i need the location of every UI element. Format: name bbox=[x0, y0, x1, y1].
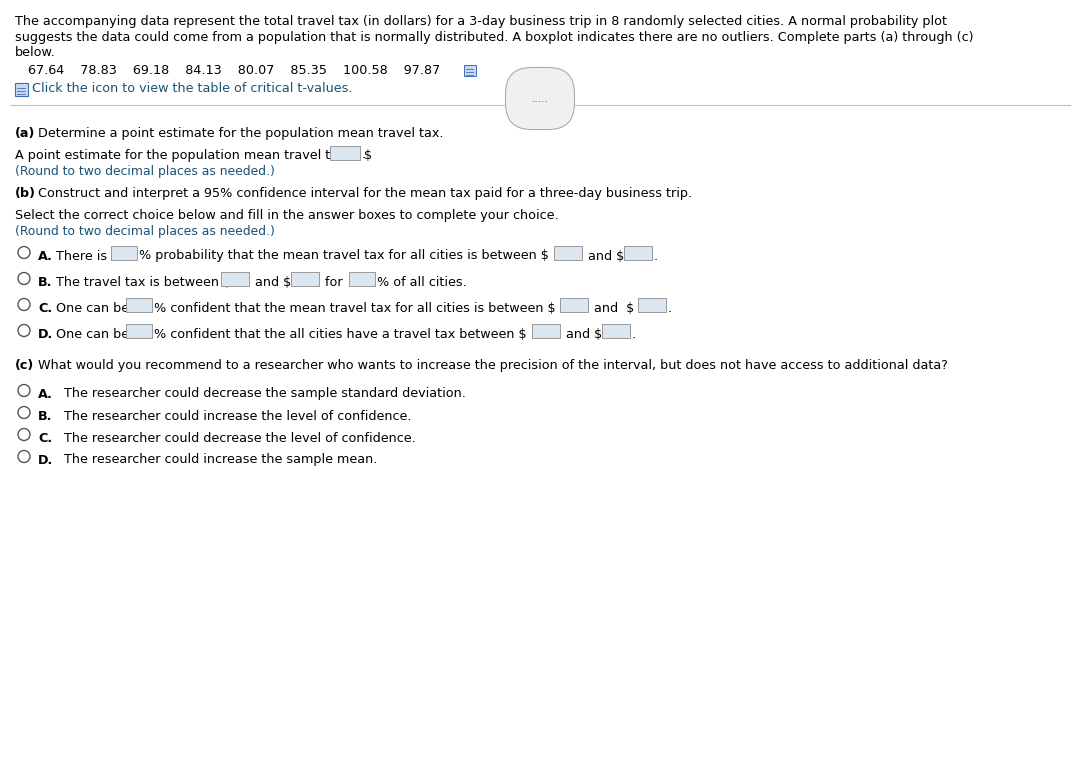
FancyBboxPatch shape bbox=[291, 271, 319, 285]
FancyBboxPatch shape bbox=[561, 298, 588, 312]
Text: Click the icon to view the table of critical t-values.: Click the icon to view the table of crit… bbox=[32, 82, 352, 96]
Text: One can be: One can be bbox=[56, 327, 133, 340]
Text: D.: D. bbox=[38, 454, 53, 466]
Text: (b): (b) bbox=[15, 186, 36, 200]
Text: C.: C. bbox=[38, 301, 52, 315]
Text: (c): (c) bbox=[15, 360, 35, 372]
FancyBboxPatch shape bbox=[126, 323, 152, 337]
FancyBboxPatch shape bbox=[15, 82, 28, 96]
FancyBboxPatch shape bbox=[111, 246, 137, 260]
FancyBboxPatch shape bbox=[330, 145, 360, 159]
FancyBboxPatch shape bbox=[349, 271, 375, 285]
Text: .: . bbox=[632, 327, 636, 340]
Text: .: . bbox=[669, 301, 672, 315]
Text: B.: B. bbox=[38, 276, 52, 288]
Text: (a): (a) bbox=[15, 127, 36, 140]
Text: The researcher could decrease the sample standard deviation.: The researcher could decrease the sample… bbox=[56, 388, 465, 400]
Text: .: . bbox=[362, 148, 366, 162]
Text: The researcher could increase the sample mean.: The researcher could increase the sample… bbox=[56, 454, 377, 466]
Text: below.: below. bbox=[15, 46, 56, 59]
Text: The accompanying data represent the total travel tax (in dollars) for a 3-day bu: The accompanying data represent the tota… bbox=[15, 15, 947, 28]
FancyBboxPatch shape bbox=[221, 271, 249, 285]
FancyBboxPatch shape bbox=[638, 298, 666, 312]
Text: % of all cities.: % of all cities. bbox=[377, 276, 467, 288]
Text: .: . bbox=[654, 249, 658, 263]
Text: A.: A. bbox=[38, 249, 53, 263]
Text: A point estimate for the population mean travel tax is $: A point estimate for the population mean… bbox=[15, 148, 372, 162]
FancyBboxPatch shape bbox=[624, 246, 652, 260]
Text: The researcher could increase the level of confidence.: The researcher could increase the level … bbox=[56, 409, 411, 423]
Text: and $: and $ bbox=[562, 327, 603, 340]
FancyBboxPatch shape bbox=[602, 323, 630, 337]
FancyBboxPatch shape bbox=[126, 298, 152, 312]
Text: suggests the data could come from a population that is normally distributed. A b: suggests the data could come from a popu… bbox=[15, 30, 973, 44]
Text: B.: B. bbox=[38, 409, 52, 423]
Text: Determine a point estimate for the population mean travel tax.: Determine a point estimate for the popul… bbox=[38, 127, 444, 140]
FancyBboxPatch shape bbox=[554, 246, 582, 260]
Text: and  $: and $ bbox=[590, 301, 634, 315]
Text: .....: ..... bbox=[531, 93, 549, 103]
FancyBboxPatch shape bbox=[532, 323, 561, 337]
Text: % confident that the mean travel tax for all cities is between $: % confident that the mean travel tax for… bbox=[154, 301, 555, 315]
Text: D.: D. bbox=[38, 327, 53, 340]
Text: A.: A. bbox=[38, 388, 53, 400]
Text: What would you recommend to a researcher who wants to increase the precision of : What would you recommend to a researcher… bbox=[38, 360, 948, 372]
Text: There is a: There is a bbox=[56, 249, 123, 263]
Text: One can be: One can be bbox=[56, 301, 133, 315]
Text: (Round to two decimal places as needed.): (Round to two decimal places as needed.) bbox=[15, 225, 275, 238]
Text: Construct and interpret a 95% confidence interval for the mean tax paid for a th: Construct and interpret a 95% confidence… bbox=[38, 186, 692, 200]
Text: C.: C. bbox=[38, 431, 52, 444]
Text: % probability that the mean travel tax for all cities is between $: % probability that the mean travel tax f… bbox=[139, 249, 549, 263]
Text: (Round to two decimal places as needed.): (Round to two decimal places as needed.) bbox=[15, 165, 275, 177]
Text: and $: and $ bbox=[584, 249, 624, 263]
Text: The travel tax is between $: The travel tax is between $ bbox=[56, 276, 231, 288]
Text: Select the correct choice below and fill in the answer boxes to complete your ch: Select the correct choice below and fill… bbox=[15, 208, 558, 221]
Text: for: for bbox=[321, 276, 347, 288]
Text: % confident that the all cities have a travel tax between $: % confident that the all cities have a t… bbox=[154, 327, 527, 340]
Text: 67.64    78.83    69.18    84.13    80.07    85.35    100.58    97.87: 67.64 78.83 69.18 84.13 80.07 85.35 100.… bbox=[28, 64, 441, 78]
Text: and $: and $ bbox=[251, 276, 292, 288]
FancyBboxPatch shape bbox=[464, 64, 476, 75]
Text: The researcher could decrease the level of confidence.: The researcher could decrease the level … bbox=[56, 431, 416, 444]
